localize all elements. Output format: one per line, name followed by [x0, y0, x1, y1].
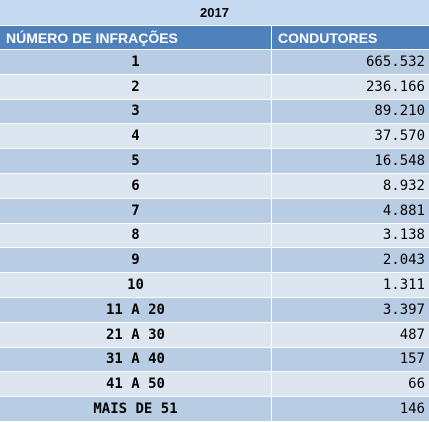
table-row: 6 8.932 [0, 173, 429, 199]
cell-infracoes: 3 [0, 99, 272, 124]
cell-condutores: 487 [399, 326, 425, 343]
table-body: 1 665.532 2 236.166 3 89.210 4 37.570 5 16.548 6 8.… [0, 50, 429, 422]
year-title-row: 2017 [0, 0, 429, 26]
header-condutores: CONDUTORES [278, 29, 378, 46]
table-row: 3 89.210 [0, 99, 429, 125]
cell-infracoes: 2 [0, 74, 272, 99]
table-row: 1 665.532 [0, 50, 429, 75]
table-row: 31 A 40 157 [0, 347, 429, 373]
table-row: MAIS DE 51 146 [0, 397, 429, 422]
cell-infracoes: 9 [0, 248, 272, 273]
cell-condutores: 3.138 [382, 227, 425, 244]
cell-condutores: 4.881 [382, 202, 425, 219]
cell-condutores: 236.166 [365, 78, 425, 95]
table-row: 11 A 20 3.397 [0, 297, 429, 323]
cell-infracoes: 10 [0, 273, 272, 297]
cell-infracoes: 8 [0, 223, 272, 248]
cell-infracoes: MAIS DE 51 [0, 397, 272, 421]
cell-condutores: 1.311 [382, 277, 425, 294]
header-infracoes: NÚMERO DE INFRAÇÕES [0, 26, 272, 49]
cell-infracoes: 7 [0, 198, 272, 223]
cell-condutores: 66 [408, 376, 425, 393]
cell-infracoes: 41 A 50 [0, 372, 272, 397]
table-row: 7 4.881 [0, 198, 429, 224]
table-row: 21 A 30 487 [0, 322, 429, 348]
table-header: NÚMERO DE INFRAÇÕES CONDUTORES [0, 26, 429, 50]
table-row: 41 A 50 66 [0, 372, 429, 398]
table-row: 5 16.548 [0, 149, 429, 174]
cell-condutores: 8.932 [382, 177, 425, 194]
cell-infracoes: 4 [0, 124, 272, 149]
year-title: 2017 [200, 5, 229, 20]
cell-infracoes: 5 [0, 149, 272, 173]
cell-infracoes: 11 A 20 [0, 297, 272, 322]
cell-condutores: 3.397 [382, 301, 425, 318]
table-row: 8 3.138 [0, 223, 429, 249]
cell-condutores: 146 [399, 401, 425, 418]
cell-condutores: 16.548 [374, 153, 425, 170]
cell-condutores: 2.043 [382, 252, 425, 269]
table-row: 2 236.166 [0, 74, 429, 100]
cell-condutores: 157 [399, 351, 425, 368]
cell-condutores: 665.532 [365, 53, 425, 70]
cell-condutores: 37.570 [374, 128, 425, 145]
cell-infracoes: 6 [0, 173, 272, 198]
table-row: 9 2.043 [0, 248, 429, 274]
table-row: 10 1.311 [0, 273, 429, 298]
cell-infracoes: 31 A 40 [0, 347, 272, 372]
table-row: 4 37.570 [0, 124, 429, 150]
cell-infracoes: 1 [0, 50, 272, 74]
cell-condutores: 89.210 [374, 103, 425, 120]
cell-infracoes: 21 A 30 [0, 322, 272, 347]
